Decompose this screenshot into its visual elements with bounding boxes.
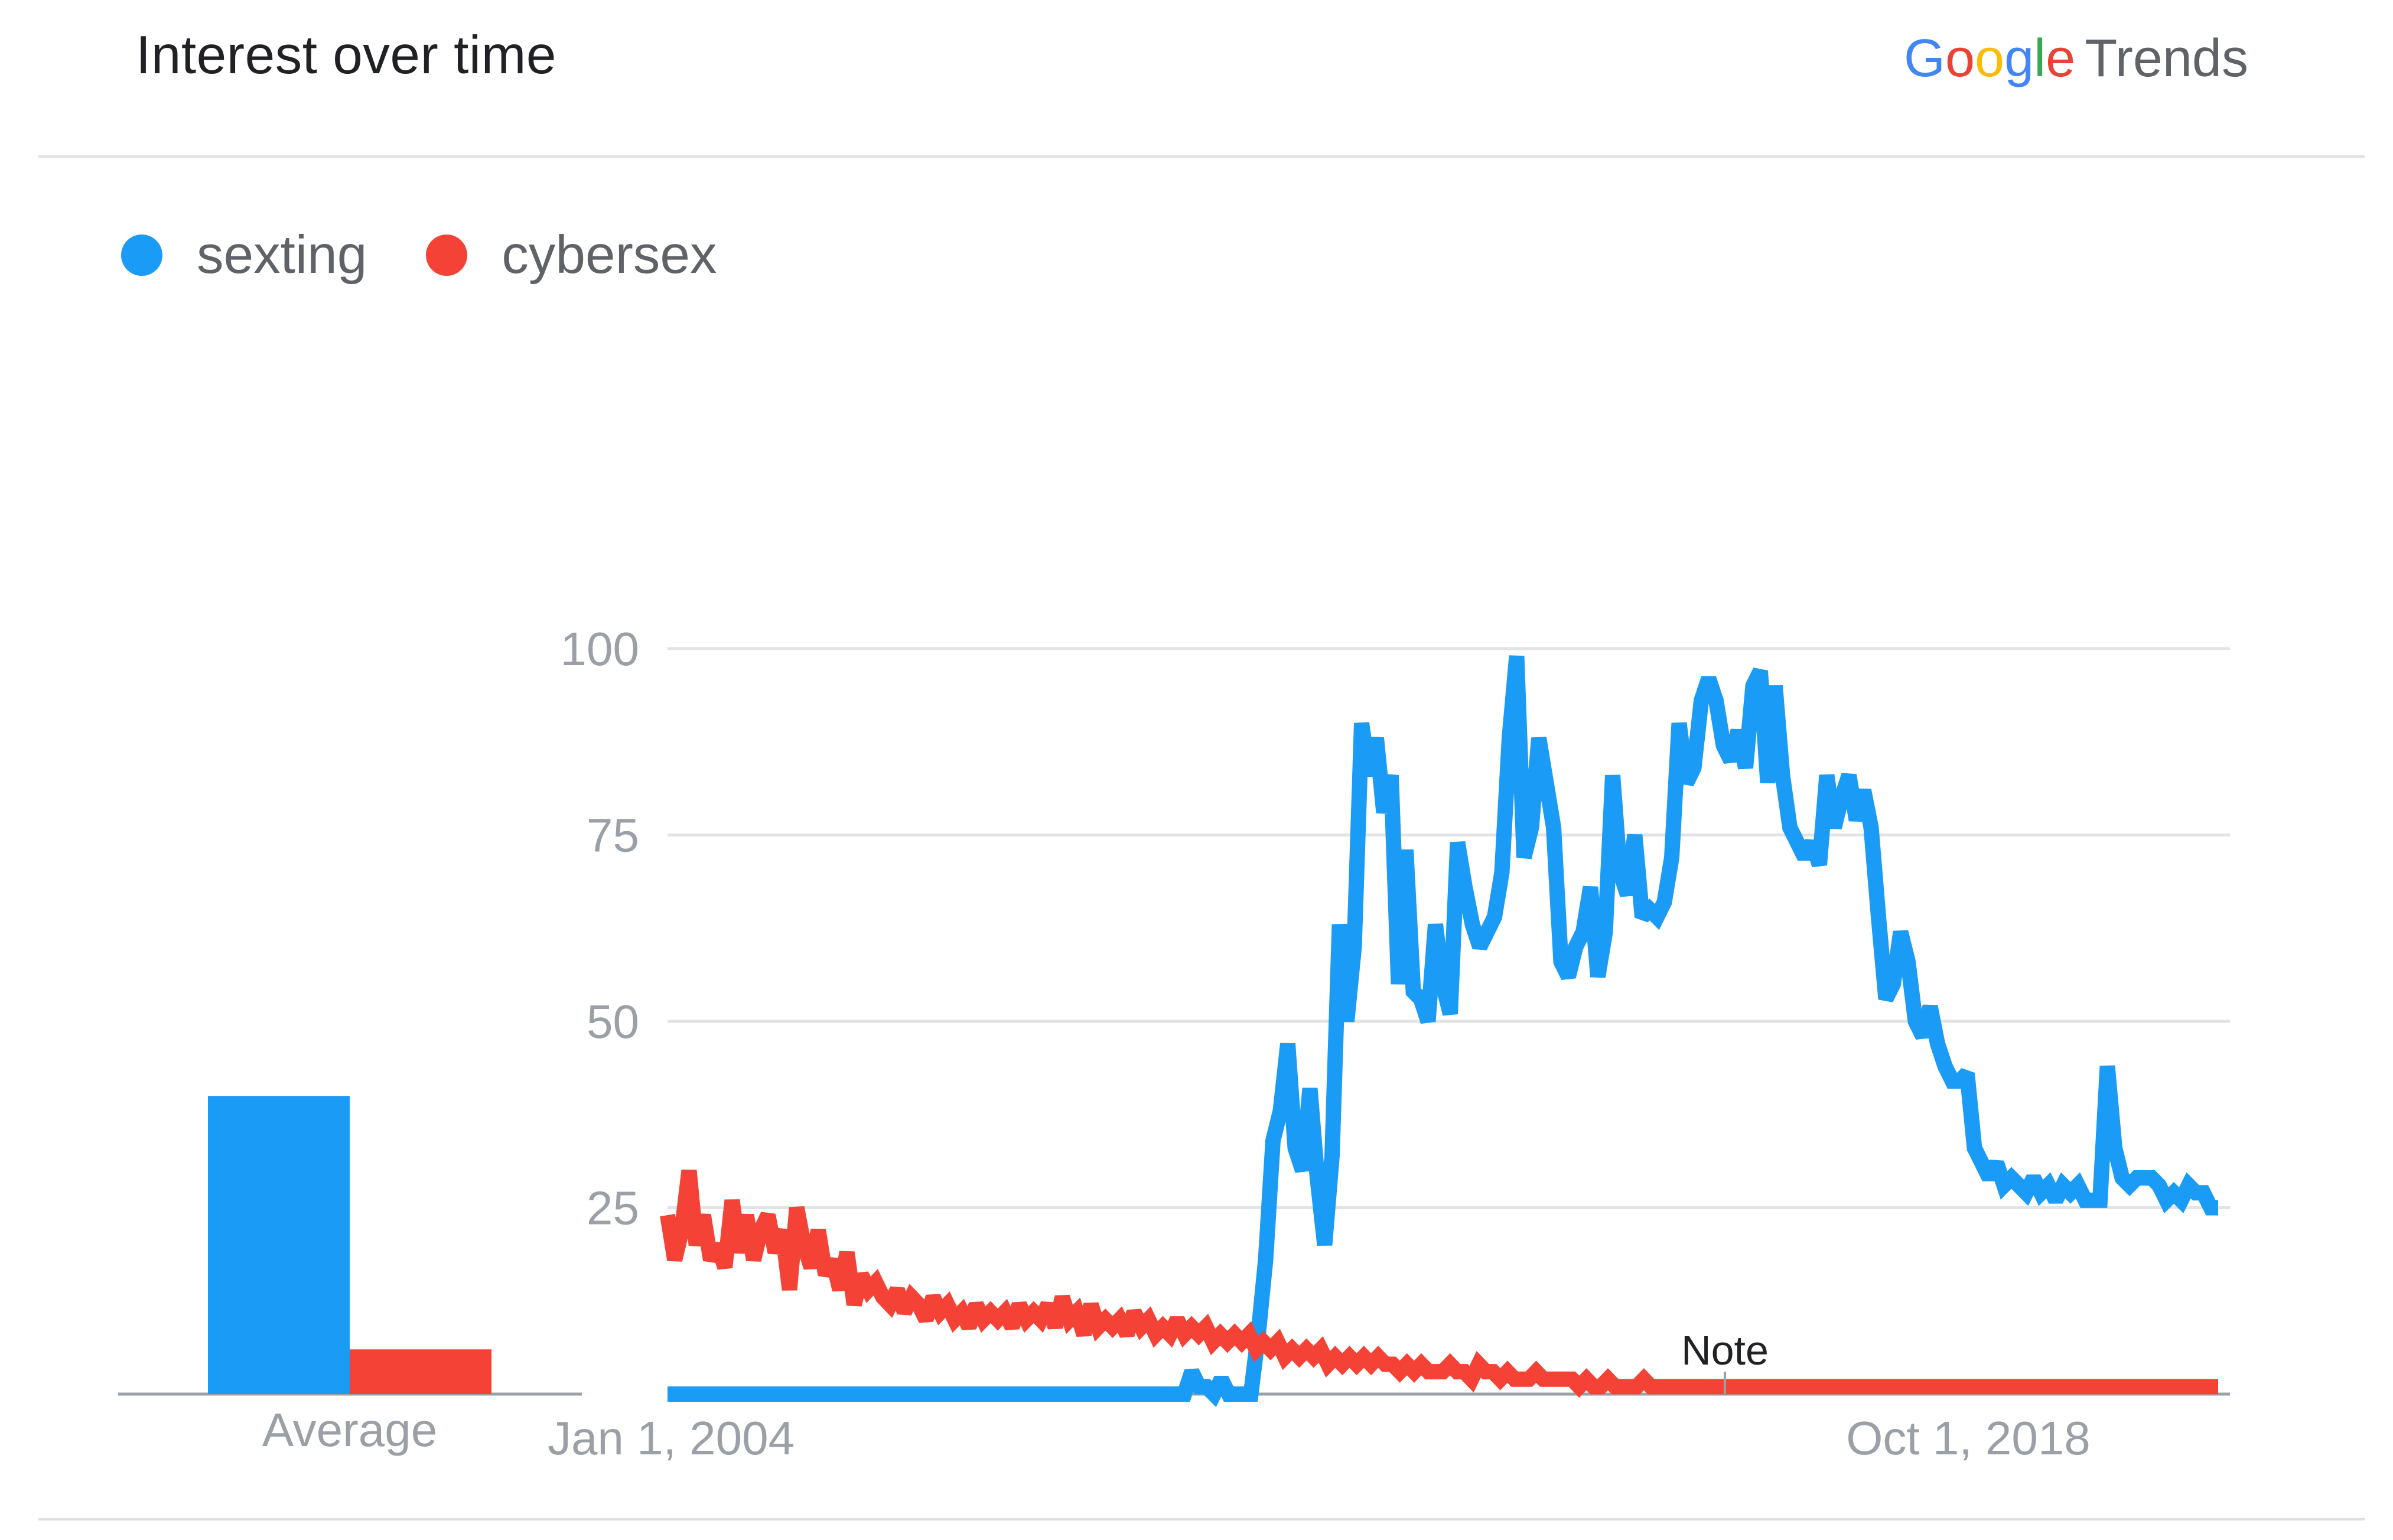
trends-wordmark: Trends [2085, 29, 2248, 88]
average-bar-sexting [208, 1096, 350, 1394]
x-tick-label: Jan 1, 2004 [548, 1412, 795, 1464]
google-letter: l [2034, 29, 2046, 88]
note-annotation: Note [1681, 1327, 1769, 1373]
legend-dot-cybersex [426, 235, 468, 276]
chart-legend: sexting cybersex [121, 224, 776, 286]
y-tick-label: 100 [561, 623, 639, 675]
legend-dot-sexting [121, 235, 162, 276]
google-trends-logo[interactable]: Google Trends [1904, 28, 2248, 89]
legend-label-sexting: sexting [197, 225, 367, 285]
average-bar-cybersex [350, 1349, 491, 1394]
average-label: Average [262, 1404, 438, 1456]
series-line-sexting [668, 655, 2218, 1408]
google-letter: o [1975, 29, 2005, 88]
series-line-cybersex [660, 1169, 2218, 1398]
y-tick-label: 25 [587, 1182, 639, 1235]
google-wordmark: Google [1904, 29, 2075, 88]
legend-item-cybersex[interactable]: cybersex [426, 224, 717, 286]
footer-divider [38, 1518, 2365, 1521]
legend-label-cybersex: cybersex [502, 225, 717, 285]
y-tick-label: 75 [587, 809, 639, 862]
card-title: Interest over time [136, 25, 556, 85]
google-letter: g [2004, 29, 2034, 88]
header-divider [38, 155, 2365, 158]
google-letter: G [1903, 29, 1945, 88]
google-letter: o [1945, 29, 1975, 88]
google-letter: e [2046, 29, 2076, 88]
x-tick-label: Oct 1, 2018 [1846, 1412, 2091, 1464]
legend-item-sexting[interactable]: sexting [121, 224, 367, 286]
y-tick-label: 50 [587, 995, 639, 1048]
